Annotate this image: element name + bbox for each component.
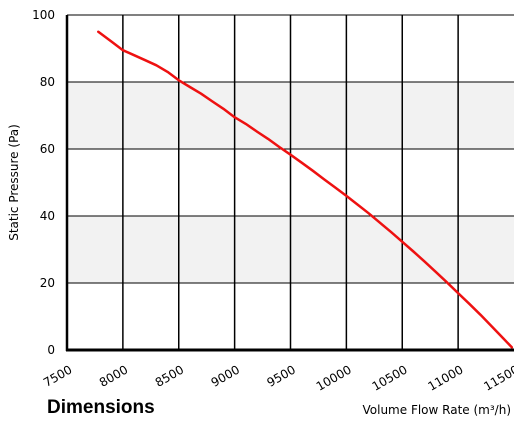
x-tick-label: 8000 <box>97 362 130 389</box>
y-axis-label: Static Pressure (Pa) <box>7 124 21 241</box>
x-tick-label: 11000 <box>426 362 466 393</box>
dimensions-label: Dimensions <box>47 397 155 418</box>
x-tick-label: 10000 <box>314 362 354 393</box>
x-tick-label: 9500 <box>265 362 298 389</box>
y-tick-label: 40 <box>40 209 55 223</box>
x-tick-label: 9000 <box>209 362 242 389</box>
x-tick-label: 8500 <box>153 362 186 389</box>
y-tick-label: 60 <box>40 142 55 156</box>
y-tick-label: 100 <box>32 8 55 22</box>
x-tick-label: 11500 <box>481 362 514 393</box>
y-tick-label: 0 <box>47 343 55 357</box>
y-tick-label: 20 <box>40 276 55 290</box>
x-axis-label: Volume Flow Rate (m³/h) <box>363 403 512 417</box>
x-tick-label: 10500 <box>370 362 410 393</box>
x-tick-label: 7500 <box>41 362 74 389</box>
y-tick-label: 80 <box>40 75 55 89</box>
series-line <box>97 30 514 349</box>
